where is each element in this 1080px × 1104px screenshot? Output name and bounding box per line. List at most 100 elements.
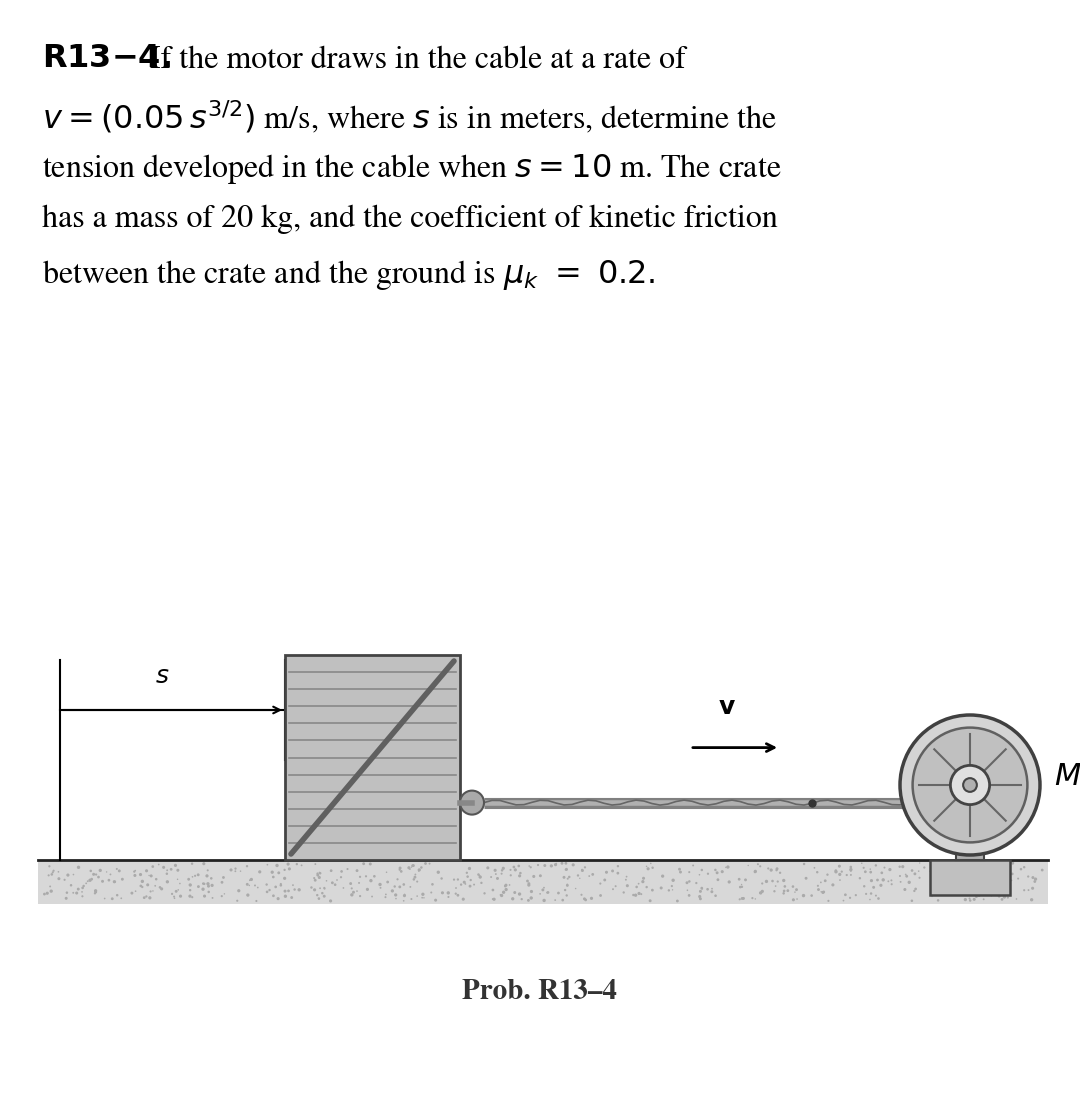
Point <box>166 890 184 907</box>
Point <box>581 868 598 885</box>
Point <box>630 874 647 892</box>
Point <box>985 859 1002 877</box>
Point <box>87 882 105 900</box>
Point <box>981 868 998 885</box>
Point <box>502 861 519 879</box>
Point <box>440 884 457 902</box>
Point <box>449 887 467 904</box>
Point <box>104 890 121 907</box>
Point <box>44 863 62 881</box>
Point <box>215 869 232 887</box>
Point <box>746 890 764 907</box>
Point <box>643 854 660 872</box>
Point <box>883 875 901 893</box>
Point <box>112 890 130 907</box>
Point <box>693 879 711 896</box>
Point <box>680 872 698 890</box>
Point <box>930 883 947 901</box>
Point <box>966 880 983 898</box>
Point <box>232 862 249 880</box>
Point <box>492 887 510 904</box>
Point <box>417 854 434 872</box>
Point <box>82 862 99 880</box>
Point <box>795 887 812 904</box>
Point <box>40 867 57 884</box>
Point <box>968 888 985 905</box>
Point <box>926 871 943 889</box>
Point <box>577 891 594 909</box>
Point <box>65 884 82 902</box>
Point <box>812 873 829 891</box>
Point <box>501 877 518 894</box>
Point <box>907 880 924 898</box>
Point <box>136 889 153 906</box>
Point <box>272 877 289 894</box>
Point <box>627 878 645 895</box>
Point <box>302 879 320 896</box>
Point <box>265 887 282 904</box>
Point <box>281 860 298 878</box>
Point <box>58 884 76 902</box>
Point <box>536 892 553 910</box>
Point <box>310 890 327 907</box>
Point <box>1008 890 1025 907</box>
Point <box>315 880 333 898</box>
Point <box>522 859 539 877</box>
Point <box>592 874 609 892</box>
Point <box>153 880 171 898</box>
Point <box>498 881 515 899</box>
Point <box>318 872 335 890</box>
Point <box>867 857 885 874</box>
Point <box>410 862 428 880</box>
Point <box>737 871 754 889</box>
Point <box>536 879 553 896</box>
Point <box>140 867 158 884</box>
Point <box>386 878 403 895</box>
Point <box>73 888 91 905</box>
Point <box>775 872 793 890</box>
Point <box>592 887 609 904</box>
Point <box>816 872 834 890</box>
Point <box>416 889 433 906</box>
Point <box>999 889 1016 906</box>
Point <box>944 858 961 875</box>
Point <box>195 888 213 905</box>
Point <box>407 866 424 883</box>
Point <box>45 862 63 880</box>
Bar <box>930 860 1010 895</box>
Point <box>162 860 179 878</box>
Point <box>204 889 221 906</box>
Point <box>557 860 575 878</box>
Point <box>557 861 575 879</box>
Point <box>553 854 570 872</box>
Point <box>194 880 212 898</box>
Point <box>447 879 464 896</box>
Point <box>86 884 104 902</box>
Point <box>923 888 941 905</box>
Text: $s$: $s$ <box>156 666 170 688</box>
Point <box>928 877 945 894</box>
Point <box>927 856 944 873</box>
Point <box>663 878 680 895</box>
Point <box>293 857 310 874</box>
Point <box>505 858 523 875</box>
Point <box>486 861 503 879</box>
Point <box>733 878 751 895</box>
Point <box>51 870 68 888</box>
Point <box>456 873 473 891</box>
Point <box>280 882 297 900</box>
Point <box>775 882 793 900</box>
Point <box>987 870 1004 888</box>
Text: $\mathbf{R13{-}4.}$: $\mathbf{R13{-}4.}$ <box>42 46 171 73</box>
Circle shape <box>950 765 989 805</box>
Point <box>510 857 527 874</box>
Circle shape <box>900 715 1040 854</box>
Point <box>927 868 944 885</box>
Point <box>310 890 327 907</box>
Point <box>127 882 145 900</box>
Point <box>812 883 829 901</box>
Point <box>73 883 91 901</box>
Point <box>239 858 256 875</box>
Point <box>531 885 549 903</box>
Point <box>531 867 549 884</box>
